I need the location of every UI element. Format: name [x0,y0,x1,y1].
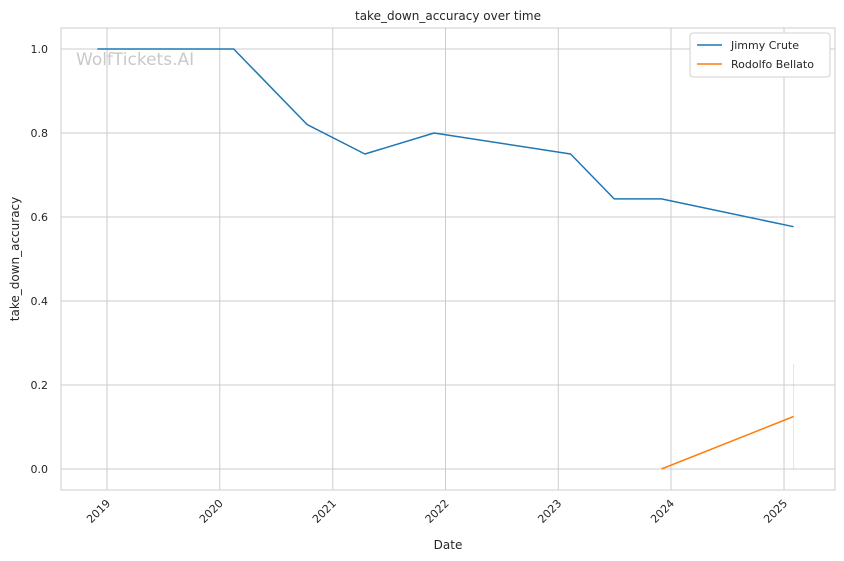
legend-label-rodolfo-bellato: Rodolfo Bellato [731,58,814,71]
watermark: WolfTickets.AI [76,50,194,70]
x-axis: 2019 2020 2021 2022 2023 2024 2025 [84,497,790,526]
y-tick-label-0.8: 0.8 [31,127,49,140]
x-tick-label-2022: 2022 [423,497,452,526]
legend-label-jimmy-crute: Jimmy Crute [730,39,799,52]
x-axis-label: Date [434,538,463,552]
series-line-rodolfo-bellato [661,415,794,470]
series-line-jimmy-crute [97,48,794,228]
y-tick-label-1.0: 1.0 [31,43,49,56]
x-tick-label-2023: 2023 [535,497,564,526]
y-tick-label-0.6: 0.6 [31,211,49,224]
x-tick-label-2019: 2019 [84,497,113,526]
y-axis-label: take_down_accuracy [8,197,22,321]
y-tick-label-0.4: 0.4 [31,295,49,308]
chart-title: take_down_accuracy over time [355,9,541,23]
y-axis: 0.0 0.2 0.4 0.6 0.8 1.0 [31,43,49,476]
x-tick-label-2025: 2025 [761,497,790,526]
legend-box [689,32,831,78]
series-layer [97,48,795,470]
x-tick-label-2021: 2021 [310,497,339,526]
y-tick-label-0.2: 0.2 [31,379,49,392]
x-tick-label-2024: 2024 [648,497,677,526]
x-tick-label-2020: 2020 [197,497,226,526]
plot-area [60,27,836,491]
y-tick-label-0.0: 0.0 [31,463,49,476]
legend: Jimmy Crute Rodolfo Bellato [689,32,831,78]
